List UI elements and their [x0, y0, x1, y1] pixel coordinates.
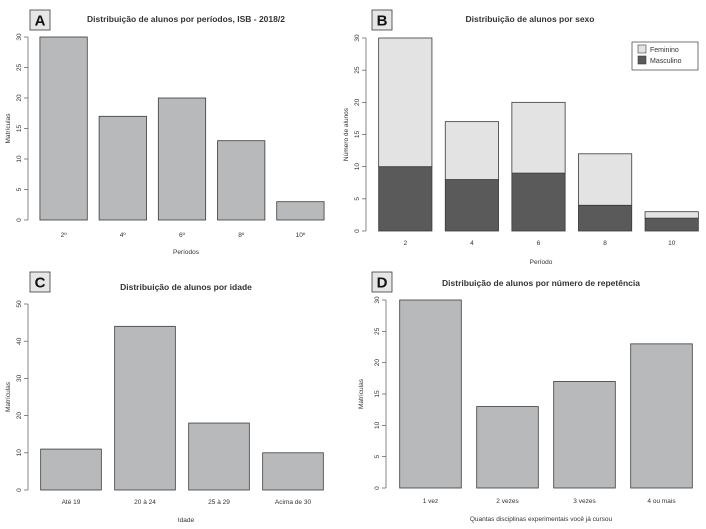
y-tick-label: 20: [16, 412, 23, 420]
x-axis-label: Períodos: [173, 249, 200, 256]
y-tick-label: 0: [374, 486, 381, 490]
bar: [630, 343, 693, 489]
y-tick-label: 20: [354, 98, 361, 106]
bar-masculino: [444, 179, 499, 232]
y-tick-label: 30: [16, 33, 23, 41]
y-tick-label: 5: [374, 454, 381, 458]
panel-label: B: [377, 13, 388, 30]
panel-label-box: [29, 9, 51, 31]
bar: [262, 452, 324, 491]
bar-feminino: [444, 121, 499, 180]
bar-feminino: [378, 37, 433, 168]
chart-title: Distribuição de alunos por número de rep…: [442, 278, 640, 288]
bar-masculino: [511, 172, 566, 232]
x-tick-label: 3 vezes: [573, 498, 596, 505]
bar: [217, 140, 266, 221]
y-tick-label: 0: [16, 488, 23, 492]
y-tick-label: 15: [374, 390, 381, 398]
x-tick-label: Acima de 30: [275, 499, 312, 506]
y-tick-label: 5: [16, 187, 23, 191]
x-tick-label: 1 vez: [423, 498, 439, 505]
bar: [114, 325, 176, 491]
x-axis-label: Idade: [178, 517, 195, 524]
y-tick-label: 25: [374, 327, 381, 335]
x-axis-label: Período: [530, 259, 553, 266]
y-tick-label: 15: [354, 131, 361, 139]
bar: [98, 115, 147, 221]
legend-swatch-feminino: [637, 44, 647, 54]
bar-feminino: [578, 153, 633, 206]
bar: [157, 97, 207, 221]
panel-label: D: [377, 275, 388, 292]
bar-masculino: [644, 217, 699, 232]
x-tick-label: 6º: [179, 232, 186, 239]
bar-feminino: [644, 211, 699, 219]
x-tick-label: 2 vezes: [496, 498, 519, 505]
panel-c: C Distribuição de alunos por idade 0 10 20 30…: [5, 271, 324, 524]
panel-label: A: [35, 13, 46, 30]
x-tick-label: 8º: [238, 232, 245, 239]
y-tick-label: 10: [374, 421, 381, 429]
x-tick-label: 2: [403, 240, 407, 247]
y-tick-label: 25: [354, 66, 361, 74]
panel-label-box: [371, 271, 393, 293]
bar-feminino: [511, 101, 566, 174]
y-tick-label: 10: [354, 163, 361, 171]
y-axis-label: Matrículas: [358, 378, 365, 409]
chart-title: Distribuição de alunos por períodos, ISB…: [87, 14, 285, 24]
x-tick-label: 2º: [61, 232, 68, 239]
bar: [39, 36, 88, 221]
x-tick-label: 20 à 24: [134, 499, 156, 506]
x-tick-label: 25 à 29: [208, 499, 230, 506]
chart-title: Distribuição de alunos por idade: [120, 282, 252, 292]
y-tick-label: 15: [16, 125, 23, 133]
x-tick-label: 6: [537, 240, 541, 247]
y-tick-label: 10: [16, 155, 23, 163]
x-axis-label: Quantas disciplinas experimentais você j…: [470, 516, 613, 523]
panel-d: D Distribuição de alunos por número de re…: [358, 271, 693, 523]
panel-a: A Distribuição de alunos por períodos, IS…: [5, 9, 325, 256]
y-tick-label: 30: [16, 374, 23, 382]
x-tick-label: 4º: [120, 232, 127, 239]
y-tick-label: 0: [16, 218, 23, 222]
y-axis-label: Matrículas: [5, 381, 12, 412]
x-tick-label: 8: [603, 240, 607, 247]
y-tick-label: 25: [16, 64, 23, 72]
x-tick-label: 4: [470, 240, 474, 247]
y-tick-label: 20: [374, 359, 381, 367]
bar: [188, 422, 250, 491]
panel-label-box: [29, 271, 51, 293]
panel-label: C: [35, 275, 46, 292]
bar-masculino: [378, 166, 433, 232]
bar: [476, 406, 539, 489]
legend-swatch-masculino: [637, 55, 647, 65]
bar: [399, 299, 462, 489]
y-tick-label: 5: [354, 197, 361, 201]
y-axis-label: Número de alunos: [343, 107, 350, 161]
y-tick-label: 30: [354, 34, 361, 42]
y-tick-label: 10: [16, 449, 23, 457]
x-tick-label: 10º: [296, 232, 306, 239]
x-tick-label: 4 ou mais: [647, 498, 676, 505]
y-axis-label: Matrículas: [5, 113, 12, 144]
chart-title: Distribuição de alunos por sexo: [466, 14, 595, 24]
y-tick-label: 0: [354, 229, 361, 233]
bar: [40, 448, 102, 491]
x-tick-label: Até 19: [62, 499, 81, 506]
y-tick-label: 30: [374, 296, 381, 304]
x-tick-label: 10: [668, 240, 676, 247]
panel-label-box: [371, 9, 393, 31]
legend-label-masculino: Masculino: [650, 58, 682, 65]
y-tick-label: 50: [16, 300, 23, 308]
bar: [276, 201, 325, 221]
bar: [553, 381, 616, 489]
panel-b: B Distribuição de alunos por sexo 0 5 10 15 20…: [343, 9, 699, 266]
y-tick-label: 40: [16, 337, 23, 345]
bar-masculino: [578, 204, 633, 232]
legend-label-feminino: Feminino: [650, 47, 679, 54]
y-tick-label: 20: [16, 94, 23, 102]
